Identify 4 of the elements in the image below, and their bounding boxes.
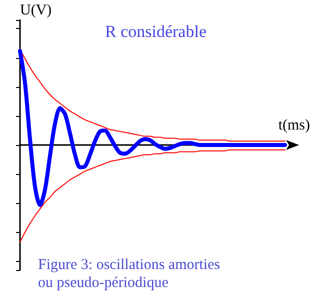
caption: Figure 3: oscillations amorties ou pseudo-périodique bbox=[38, 257, 220, 291]
y-axis-title: U(V) bbox=[20, 2, 52, 18]
chart-title: R considérable bbox=[105, 22, 206, 41]
x-axis-title: t(ms) bbox=[278, 118, 310, 134]
